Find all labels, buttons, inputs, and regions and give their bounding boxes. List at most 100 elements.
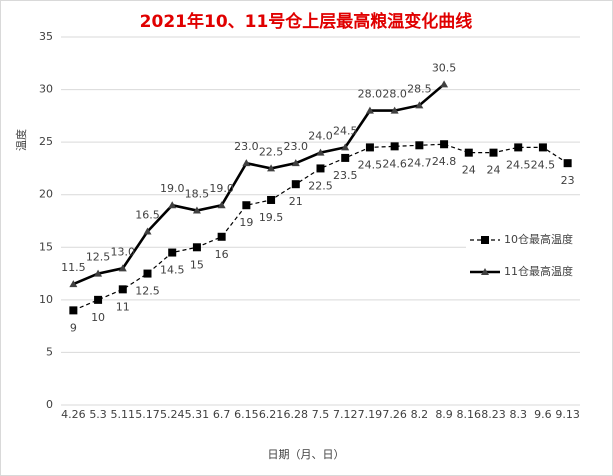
marker	[143, 227, 152, 235]
data-label: 19	[239, 216, 253, 229]
x-tick-label: 7.19	[358, 408, 383, 421]
marker	[291, 180, 300, 189]
data-label: 23.0	[284, 140, 309, 153]
x-axis-label: 日期（月、日）	[268, 448, 345, 461]
legend-bg	[466, 262, 596, 282]
marker	[242, 201, 251, 210]
data-label: 16.5	[135, 209, 160, 222]
marker	[267, 195, 276, 204]
marker	[217, 201, 226, 209]
marker	[192, 206, 201, 214]
legend-marker	[481, 268, 489, 275]
marker	[118, 264, 127, 272]
y-tick-label: 15	[39, 240, 53, 253]
data-label: 18.5	[185, 187, 210, 200]
data-label: 24.5	[333, 124, 358, 137]
data-label: 28.0	[382, 88, 407, 101]
legend-label: 10仓最高温度	[504, 232, 573, 246]
x-tick-label: 8.2	[411, 408, 429, 421]
x-tick-label: 7.5	[312, 408, 330, 421]
x-tick-label: 9.6	[534, 408, 552, 421]
x-tick-label: 4.26	[61, 408, 86, 421]
marker	[217, 232, 226, 241]
data-label: 19.5	[259, 211, 284, 224]
x-tick-label: 6.7	[213, 408, 231, 421]
x-tick-label: 5.3	[89, 408, 107, 421]
x-tick-label: 7.26	[382, 408, 407, 421]
legend-bg	[466, 230, 596, 250]
data-label: 12.5	[135, 285, 160, 298]
marker	[415, 141, 424, 150]
data-label: 24.8	[432, 155, 457, 168]
marker	[69, 306, 78, 315]
marker	[489, 148, 498, 157]
data-label: 24.0	[308, 130, 333, 143]
data-label: 9	[70, 321, 77, 334]
data-label: 24	[487, 164, 501, 177]
x-tick-label: 9.13	[555, 408, 580, 421]
marker	[143, 269, 152, 278]
data-label: 19.0	[209, 182, 234, 195]
marker	[341, 153, 350, 162]
data-label: 24	[462, 164, 476, 177]
data-label: 23	[561, 174, 575, 187]
marker	[118, 285, 127, 294]
marker	[291, 159, 300, 167]
data-label: 16	[215, 248, 229, 261]
x-tick-label: 5.11	[111, 408, 136, 421]
marker	[242, 159, 251, 167]
marker	[440, 140, 449, 149]
x-tick-label: 7.12	[333, 408, 358, 421]
marker	[365, 106, 374, 114]
x-tick-label: 8.9	[435, 408, 453, 421]
y-tick-label: 30	[39, 83, 53, 96]
marker	[538, 143, 547, 152]
marker	[390, 106, 399, 114]
data-label: 14.5	[160, 264, 185, 277]
marker	[440, 80, 449, 88]
marker	[94, 269, 103, 277]
marker	[168, 248, 177, 257]
y-tick-label: 10	[39, 293, 53, 306]
marker	[365, 143, 374, 152]
marker	[316, 164, 325, 173]
marker	[267, 164, 276, 172]
x-tick-label: 6.21	[259, 408, 284, 421]
marker	[563, 159, 572, 168]
data-label: 23.0	[234, 140, 259, 153]
series-line	[73, 143, 568, 311]
x-tick-label: 6.28	[284, 408, 309, 421]
marker	[192, 243, 201, 252]
data-label: 24.5	[506, 158, 531, 171]
data-label: 22.5	[308, 179, 333, 192]
y-tick-label: 25	[39, 135, 53, 148]
marker	[94, 295, 103, 304]
marker	[514, 143, 523, 152]
marker	[390, 142, 399, 151]
marker	[415, 101, 424, 109]
data-label: 24.7	[407, 156, 432, 169]
data-label: 21	[289, 195, 303, 208]
marker	[168, 201, 177, 209]
marker	[341, 143, 350, 151]
x-tick-label: 8.3	[509, 408, 527, 421]
data-label: 28.0	[358, 88, 383, 101]
x-tick-label: 8.23	[481, 408, 506, 421]
x-tick-label: 5.31	[185, 408, 210, 421]
data-label: 11.5	[61, 261, 86, 274]
x-tick-label: 5.17	[135, 408, 160, 421]
data-label: 24.5	[531, 158, 556, 171]
data-label: 12.5	[86, 251, 111, 264]
y-tick-label: 35	[39, 30, 53, 43]
data-label: 30.5	[432, 61, 457, 74]
y-tick-label: 5	[46, 345, 53, 358]
data-label: 19.0	[160, 182, 185, 195]
data-label: 24.5	[358, 158, 383, 171]
legend-label: 11仓最高温度	[504, 264, 573, 278]
data-label: 11	[116, 300, 130, 313]
data-label: 28.5	[407, 82, 432, 95]
data-label: 22.5	[259, 145, 284, 158]
y-tick-label: 0	[46, 398, 53, 411]
x-tick-label: 8.16	[457, 408, 482, 421]
x-tick-label: 5.24	[160, 408, 185, 421]
